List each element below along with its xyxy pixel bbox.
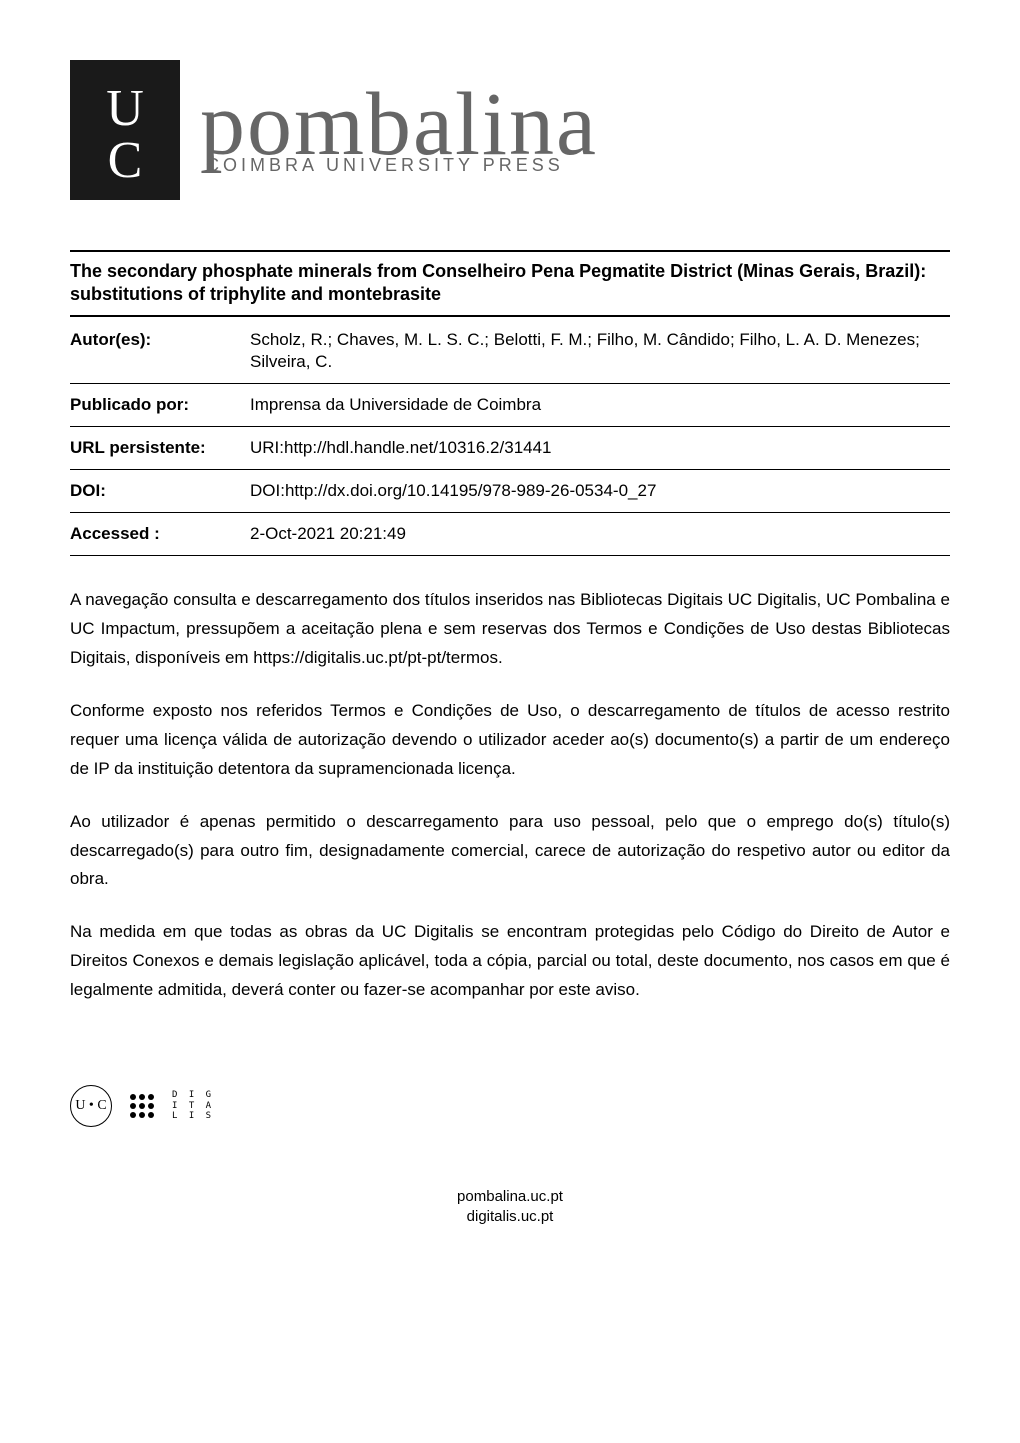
footer-uc-logo: U • C [70, 1085, 112, 1127]
accessed-label: Accessed : [70, 513, 250, 556]
metadata-row-doi: DOI: DOI:http://dx.doi.org/10.14195/978-… [70, 470, 950, 513]
url-label: URL persistente: [70, 427, 250, 470]
title-section: The secondary phosphate minerals from Co… [70, 250, 950, 317]
footer-uc-text: U • C [75, 1098, 106, 1114]
metadata-table: Autor(es): Scholz, R.; Chaves, M. L. S. … [70, 319, 950, 557]
body-text: A navegação consulta e descarregamento d… [70, 586, 950, 1005]
uc-logo: U C [70, 60, 180, 200]
author-value: Scholz, R.; Chaves, M. L. S. C.; Belotti… [250, 319, 950, 384]
digitalis-line-1: D I G [172, 1090, 214, 1101]
terms-paragraph-1: A navegação consulta e descarregamento d… [70, 586, 950, 673]
terms-paragraph-3: Ao utilizador é apenas permitido o desca… [70, 808, 950, 895]
document-title: The secondary phosphate minerals from Co… [70, 260, 950, 307]
publisher-label: Publicado por: [70, 383, 250, 426]
doi-value: DOI:http://dx.doi.org/10.14195/978-989-2… [250, 470, 950, 513]
footer-links: pombalina.uc.pt digitalis.uc.pt [70, 1187, 950, 1226]
accessed-value: 2-Oct-2021 20:21:49 [250, 513, 950, 556]
terms-paragraph-4: Na medida em que todas as obras da UC Di… [70, 918, 950, 1005]
publisher-value: Imprensa da Universidade de Coimbra [250, 383, 950, 426]
uc-logo-c: C [108, 135, 143, 187]
url-value: URI:http://hdl.handle.net/10316.2/31441 [250, 427, 950, 470]
footer-digitalis-logo: D I G I T A L I S [172, 1090, 214, 1122]
metadata-row-publisher: Publicado por: Imprensa da Universidade … [70, 383, 950, 426]
footer-link-pombalina: pombalina.uc.pt [70, 1187, 950, 1207]
digitalis-line-2: I T A [172, 1101, 214, 1112]
metadata-row-accessed: Accessed : 2-Oct-2021 20:21:49 [70, 513, 950, 556]
metadata-row-author: Autor(es): Scholz, R.; Chaves, M. L. S. … [70, 319, 950, 384]
pombalina-wordmark: pombalina [200, 84, 598, 165]
terms-paragraph-2: Conforme exposto nos referidos Termos e … [70, 697, 950, 784]
metadata-row-url: URL persistente: URI:http://hdl.handle.n… [70, 427, 950, 470]
footer-link-digitalis: digitalis.uc.pt [70, 1207, 950, 1227]
doi-label: DOI: [70, 470, 250, 513]
author-label: Autor(es): [70, 319, 250, 384]
pombalina-logo-group: pombalina COIMBRA UNIVERSITY PRESS [200, 84, 598, 176]
header-logos: U C pombalina COIMBRA UNIVERSITY PRESS [70, 60, 950, 200]
uc-logo-u: U [106, 83, 144, 135]
digitalis-line-3: L I S [172, 1111, 214, 1122]
pombalina-subtitle: COIMBRA UNIVERSITY PRESS [206, 155, 598, 176]
footer-dots-icon [130, 1094, 154, 1118]
footer-logos: U • C D I G I T A L I S [70, 1085, 950, 1127]
